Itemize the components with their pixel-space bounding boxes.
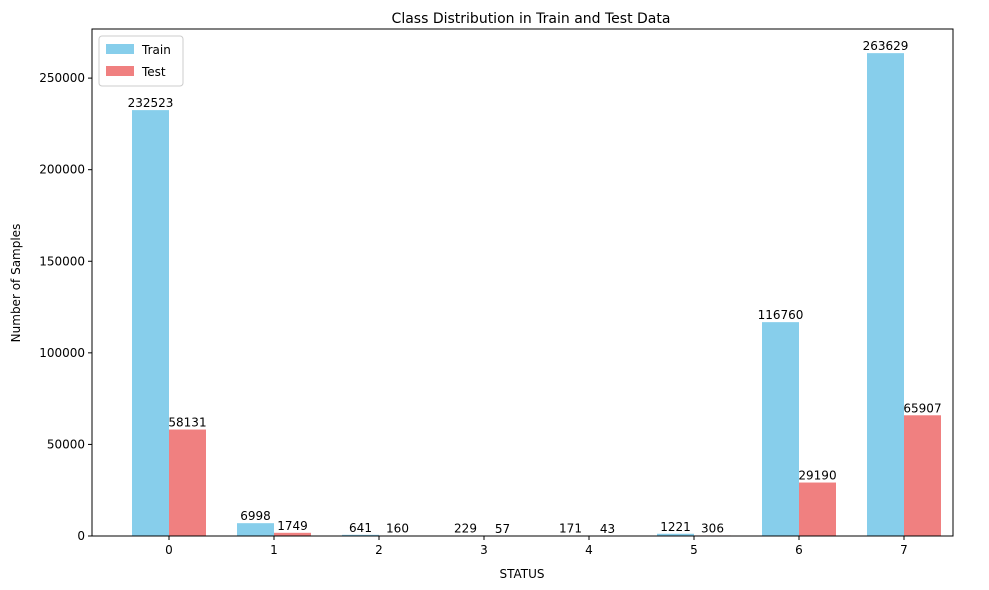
x-tick-label-1: 1 — [270, 543, 278, 557]
x-axis-label: STATUS — [499, 567, 544, 581]
bar-test-7 — [904, 415, 941, 536]
bar-train-0 — [132, 110, 169, 536]
data-label-train-2: 641 — [349, 521, 372, 535]
y-tick-label-150000: 150000 — [39, 254, 85, 268]
data-label-train-6: 116760 — [758, 308, 804, 322]
data-label-test-6: 29190 — [798, 469, 836, 483]
y-tick-label-200000: 200000 — [39, 163, 85, 177]
bar-train-5 — [657, 533, 694, 536]
legend-label-test: Test — [141, 65, 166, 79]
bar-test-6 — [799, 482, 836, 536]
x-tick-label-5: 5 — [690, 543, 698, 557]
data-label-train-0: 232523 — [128, 96, 174, 110]
y-tick-label-250000: 250000 — [39, 71, 85, 85]
data-label-train-4: 171 — [559, 522, 582, 536]
y-axis-label: Number of Samples — [9, 224, 23, 343]
plot-frame — [91, 28, 954, 537]
legend-swatch-train — [106, 44, 134, 54]
legend-label-train: Train — [141, 43, 171, 57]
x-tick-label-0: 0 — [165, 543, 173, 557]
legend-swatch-test — [106, 66, 134, 76]
plot-area — [132, 53, 941, 537]
data-label-train-7: 263629 — [863, 39, 909, 53]
bar-train-1 — [237, 523, 274, 536]
y-tick-label-100000: 100000 — [39, 346, 85, 360]
data-label-train-5: 1221 — [660, 520, 691, 534]
x-tick-label-4: 4 — [585, 543, 593, 557]
legend: Train Test — [98, 35, 184, 87]
bar-test-0 — [169, 429, 206, 536]
data-label-test-4: 43 — [600, 522, 615, 536]
bar-test-1 — [274, 532, 311, 536]
bar-train-7 — [867, 53, 904, 537]
bar-train-6 — [762, 322, 799, 536]
data-label-test-7: 65907 — [903, 401, 941, 415]
data-label-test-5: 306 — [701, 521, 724, 535]
data-label-test-0: 58131 — [168, 416, 206, 430]
x-tick-label-3: 3 — [480, 543, 488, 557]
data-label-test-3: 57 — [495, 522, 510, 536]
data-labels: 232523 6998 641 229 171 1221 116760 263629 58131… — [128, 39, 942, 536]
data-label-test-2: 160 — [386, 522, 409, 536]
x-tick-label-7: 7 — [900, 543, 908, 557]
data-label-test-1: 1749 — [277, 519, 308, 533]
x-tick-label-6: 6 — [795, 543, 803, 557]
axis-ticks: 0 1 2 3 4 5 6 7 0 50000 100000 150000 200000 250000 — [39, 71, 908, 557]
data-label-train-1: 6998 — [240, 509, 271, 523]
y-tick-label-0: 0 — [77, 529, 85, 543]
bar-train-2 — [342, 534, 379, 536]
y-tick-label-50000: 50000 — [47, 437, 85, 451]
data-label-train-3: 229 — [454, 522, 477, 536]
chart-title: Class Distribution in Train and Test Dat… — [392, 11, 671, 27]
x-tick-label-2: 2 — [375, 543, 383, 557]
